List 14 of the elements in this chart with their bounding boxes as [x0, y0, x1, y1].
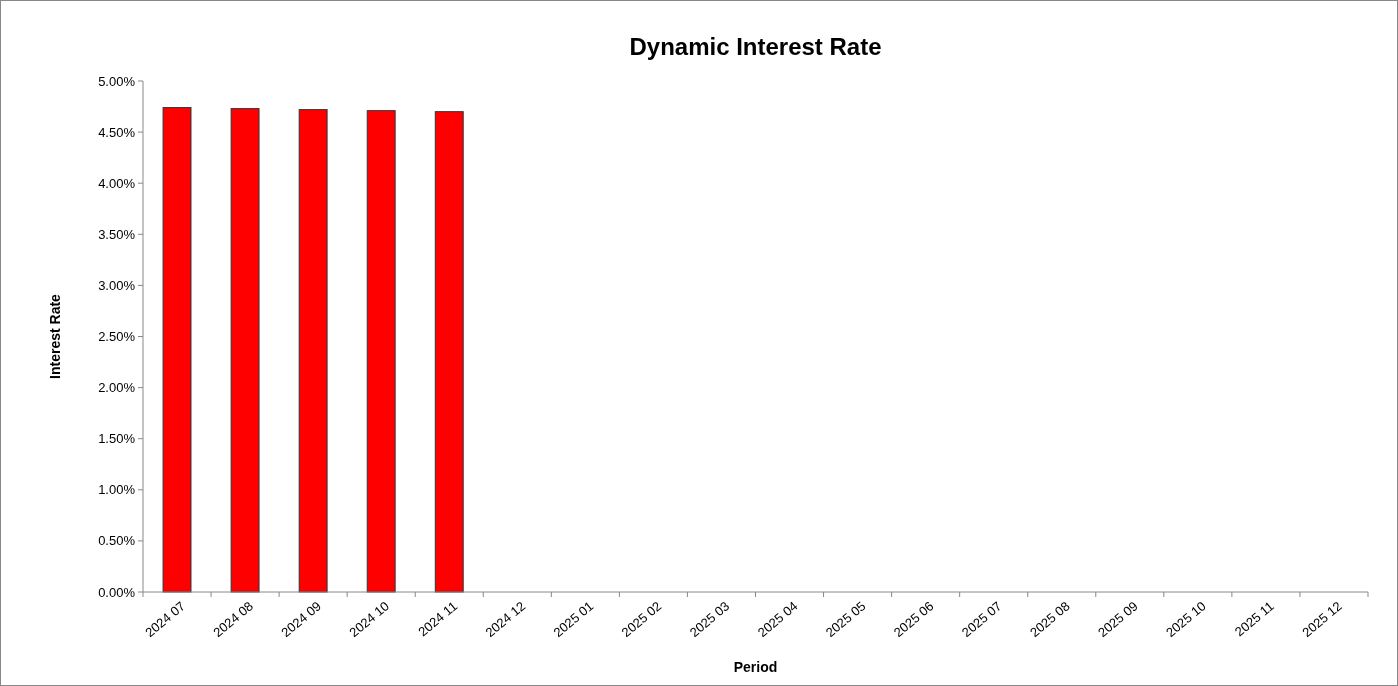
y-axis-title: Interest Rate	[47, 293, 63, 379]
y-tick-label: 3.50%	[98, 226, 136, 242]
y-tick-label: 5.00%	[98, 73, 136, 89]
y-tick-label: 4.00%	[98, 175, 136, 191]
x-axis-title: Period	[733, 659, 778, 675]
y-tick-label: 2.00%	[98, 380, 136, 396]
y-tick-label: 1.00%	[98, 482, 136, 498]
chart-title: Dynamic Interest Rate	[629, 33, 882, 60]
y-tick-label: 0.50%	[98, 533, 136, 549]
y-tick-label: 1.50%	[98, 431, 136, 447]
y-tick-label: 2.50%	[98, 329, 136, 345]
y-tick-label: 0.00%	[98, 584, 136, 600]
y-tick-label: 4.50%	[98, 124, 136, 140]
y-tick-label: 3.00%	[98, 277, 136, 293]
